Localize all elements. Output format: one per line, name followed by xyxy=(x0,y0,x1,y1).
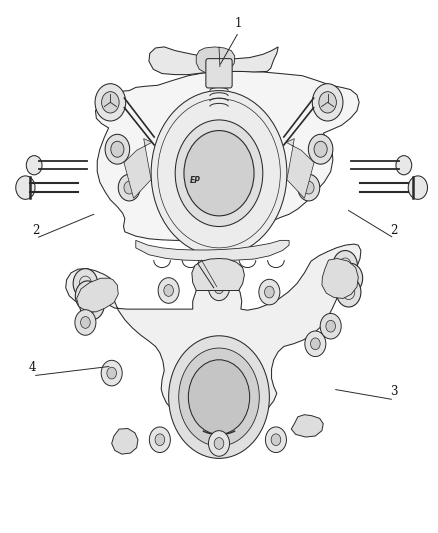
Circle shape xyxy=(151,91,287,256)
Circle shape xyxy=(188,360,250,434)
Polygon shape xyxy=(149,47,278,75)
Circle shape xyxy=(298,174,320,201)
Polygon shape xyxy=(291,415,323,437)
Circle shape xyxy=(319,92,336,113)
Circle shape xyxy=(308,134,333,164)
Circle shape xyxy=(208,275,230,301)
Circle shape xyxy=(184,131,254,216)
Circle shape xyxy=(80,290,104,320)
Circle shape xyxy=(169,336,269,458)
Circle shape xyxy=(75,310,96,335)
Circle shape xyxy=(26,156,42,175)
Circle shape xyxy=(124,181,134,194)
Text: 1: 1 xyxy=(235,18,242,30)
Polygon shape xyxy=(136,240,289,261)
Circle shape xyxy=(101,360,122,386)
Circle shape xyxy=(208,431,230,456)
Circle shape xyxy=(326,320,336,332)
Polygon shape xyxy=(192,259,244,290)
Polygon shape xyxy=(196,47,235,74)
Polygon shape xyxy=(124,139,152,198)
Circle shape xyxy=(105,134,130,164)
Circle shape xyxy=(16,176,35,199)
Circle shape xyxy=(305,331,326,357)
Circle shape xyxy=(265,427,286,453)
Circle shape xyxy=(311,338,320,350)
Text: 4: 4 xyxy=(29,361,37,374)
Polygon shape xyxy=(77,278,118,312)
Circle shape xyxy=(75,281,100,311)
Text: EP: EP xyxy=(190,176,200,184)
Text: 2: 2 xyxy=(32,224,39,237)
Circle shape xyxy=(81,317,90,328)
Circle shape xyxy=(175,120,263,227)
Circle shape xyxy=(214,438,224,449)
Polygon shape xyxy=(95,71,359,240)
Circle shape xyxy=(107,367,117,379)
Polygon shape xyxy=(66,244,361,423)
Circle shape xyxy=(336,277,361,307)
Circle shape xyxy=(408,176,427,199)
Circle shape xyxy=(314,141,327,157)
FancyBboxPatch shape xyxy=(206,59,232,88)
Text: 3: 3 xyxy=(390,385,398,398)
Circle shape xyxy=(118,174,140,201)
Circle shape xyxy=(271,434,281,446)
Circle shape xyxy=(102,92,119,113)
Circle shape xyxy=(214,282,224,294)
Circle shape xyxy=(158,278,179,303)
Circle shape xyxy=(155,434,165,446)
Text: 2: 2 xyxy=(391,224,398,237)
Circle shape xyxy=(95,84,126,121)
Circle shape xyxy=(149,427,170,453)
Circle shape xyxy=(333,251,357,280)
Circle shape xyxy=(320,313,341,339)
Circle shape xyxy=(338,263,363,293)
Circle shape xyxy=(73,269,98,298)
Polygon shape xyxy=(112,429,138,454)
Circle shape xyxy=(111,141,124,157)
Circle shape xyxy=(164,285,173,296)
Circle shape xyxy=(396,156,412,175)
Circle shape xyxy=(304,181,314,194)
Circle shape xyxy=(179,348,259,446)
Circle shape xyxy=(259,279,280,305)
Polygon shape xyxy=(322,259,358,298)
Circle shape xyxy=(312,84,343,121)
Polygon shape xyxy=(286,139,314,198)
Circle shape xyxy=(265,286,274,298)
